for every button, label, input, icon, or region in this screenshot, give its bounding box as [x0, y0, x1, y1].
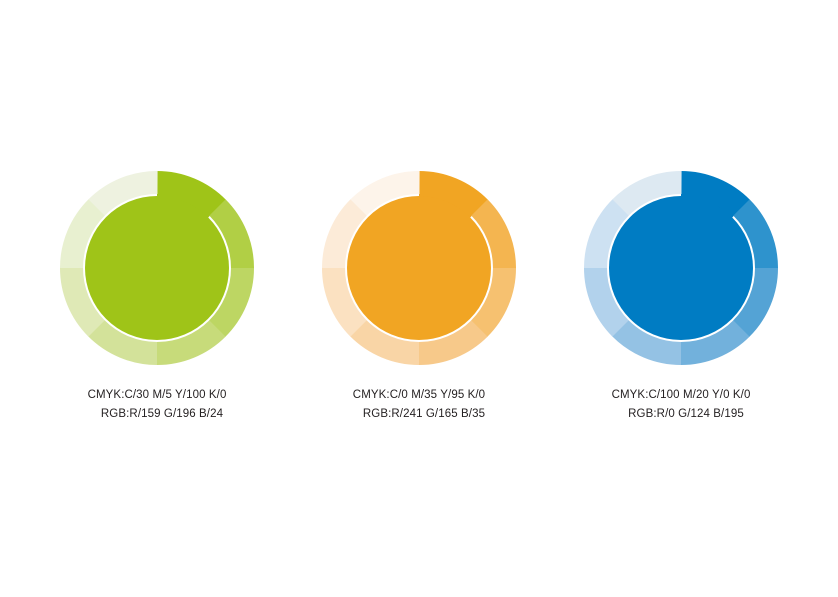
color-swatch-orange[interactable]: CMYK:C/0 M/35 Y/95 K/0 RGB:R/241 G/165 B… — [288, 168, 550, 468]
ring-segment — [350, 171, 420, 216]
ring-segment — [322, 267, 367, 337]
ring-segment — [680, 320, 750, 365]
core-disc — [609, 196, 753, 340]
color-wheel-svg-orange — [322, 171, 516, 365]
swatch-caption-blue: CMYK:C/100 M/20 Y/0 K/0 RGB:R/0 G/124 B/… — [612, 386, 751, 424]
cmyk-value-green: CMYK:C/30 M/5 Y/100 K/0 — [87, 389, 227, 401]
ring-segment — [471, 268, 516, 338]
ring-segment — [156, 320, 226, 365]
core-disc — [347, 196, 491, 340]
ring-segments-orange — [322, 171, 516, 365]
ring-segments-green — [59, 171, 254, 365]
ring-segment — [471, 199, 516, 269]
ring-segment — [611, 320, 681, 365]
cmyk-value-orange: CMYK:C/0 M/35 Y/95 K/0 — [352, 389, 486, 401]
core-disc-blue — [609, 196, 753, 340]
color-swatch-green[interactable]: CMYK:C/30 M/5 Y/100 K/0 RGB:R/159 G/196 … — [26, 168, 288, 468]
ring-segment — [349, 320, 419, 365]
swatch-caption-orange: CMYK:C/0 M/35 Y/95 K/0 RGB:R/241 G/165 B… — [353, 386, 485, 424]
ring-segment — [60, 198, 105, 268]
color-swatch-blue[interactable]: CMYK:C/100 M/20 Y/0 K/0 RGB:R/0 G/124 B/… — [550, 168, 812, 468]
ring-segment — [584, 198, 629, 268]
ring-segment — [418, 320, 488, 365]
ring-segment — [681, 171, 751, 221]
ring-segment — [88, 171, 158, 216]
color-wheel-green[interactable] — [57, 168, 257, 368]
ring-segment — [209, 268, 254, 338]
rgb-value-blue: RGB:R/0 G/124 B/195 — [628, 408, 744, 420]
color-wheel-svg-green — [59, 171, 254, 365]
ring-segment — [419, 171, 489, 221]
ring-segment — [612, 171, 682, 216]
color-wheel-svg-blue — [584, 171, 778, 365]
ring-segment — [59, 267, 105, 337]
rgb-value-green: RGB:R/159 G/196 B/24 — [100, 408, 224, 420]
color-wheel-blue[interactable] — [581, 168, 781, 368]
ring-segments-blue — [584, 171, 778, 365]
core-disc-green — [85, 196, 229, 340]
ring-segment — [733, 268, 778, 338]
ring-segment — [209, 199, 254, 269]
swatch-caption-green: CMYK:C/30 M/5 Y/100 K/0 RGB:R/159 G/196 … — [88, 386, 227, 424]
ring-segment — [733, 199, 778, 269]
cmyk-value-blue: CMYK:C/100 M/20 Y/0 K/0 — [611, 389, 751, 401]
rgb-value-orange: RGB:R/241 G/165 B/35 — [362, 408, 486, 420]
ring-segment — [157, 171, 227, 221]
ring-segment — [322, 198, 367, 268]
core-disc-orange — [347, 196, 491, 340]
color-wheel-orange[interactable] — [319, 168, 519, 368]
ring-segment — [584, 267, 629, 337]
core-disc — [85, 196, 229, 340]
ring-segment — [87, 320, 157, 365]
